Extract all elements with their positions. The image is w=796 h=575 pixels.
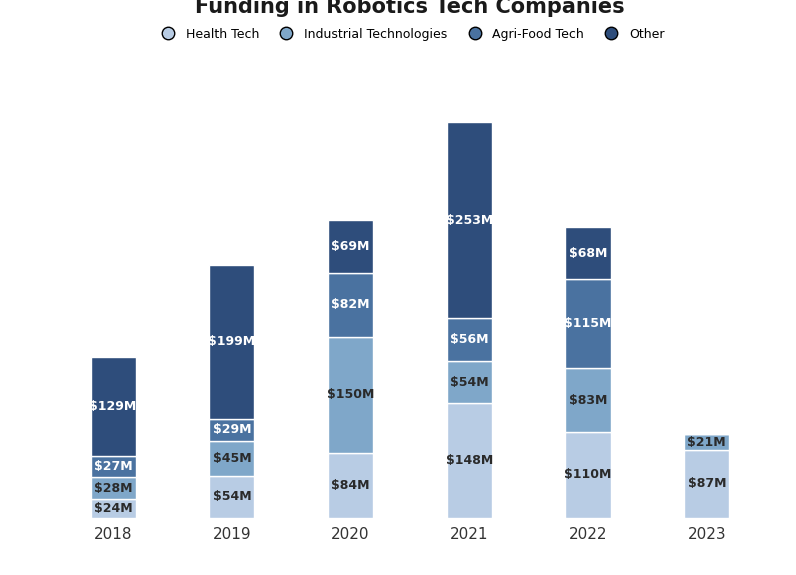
Bar (91, 457, 135, 477)
Text: $129M: $129M (89, 400, 137, 413)
Bar (209, 419, 255, 441)
Bar (209, 264, 255, 419)
Text: $68M: $68M (569, 247, 607, 259)
Bar (91, 499, 135, 518)
Text: $69M: $69M (331, 240, 370, 253)
Text: $21M: $21M (688, 436, 726, 449)
Bar (565, 432, 611, 518)
Text: $45M: $45M (213, 452, 251, 465)
Text: $82M: $82M (331, 298, 370, 311)
Text: $150M: $150M (327, 388, 374, 401)
Text: $253M: $253M (446, 214, 493, 227)
Text: $87M: $87M (688, 477, 726, 490)
Bar (685, 434, 729, 450)
Bar (565, 368, 611, 432)
Bar (447, 122, 492, 318)
Bar (328, 336, 373, 453)
Bar (447, 403, 492, 518)
Bar (565, 279, 611, 368)
Bar (328, 220, 373, 273)
Bar (328, 453, 373, 518)
Bar (565, 227, 611, 279)
Bar (91, 356, 135, 457)
Text: $199M: $199M (209, 335, 256, 348)
Bar (209, 441, 255, 476)
Title: Funding in Robotics Tech Companies: Funding in Robotics Tech Companies (195, 0, 625, 17)
Text: $54M: $54M (450, 375, 489, 389)
Bar (328, 273, 373, 336)
Text: $24M: $24M (94, 502, 132, 515)
Text: $110M: $110M (564, 469, 612, 481)
Text: $148M: $148M (446, 454, 493, 467)
Text: $56M: $56M (450, 333, 489, 346)
Bar (447, 318, 492, 361)
Text: $83M: $83M (569, 394, 607, 407)
Bar (209, 476, 255, 518)
Text: $115M: $115M (564, 317, 612, 330)
Text: $27M: $27M (94, 461, 132, 473)
Text: $28M: $28M (94, 482, 132, 494)
Text: $84M: $84M (331, 478, 370, 492)
Text: $54M: $54M (213, 490, 251, 503)
Bar (685, 450, 729, 518)
Bar (447, 361, 492, 403)
Text: $29M: $29M (213, 423, 251, 436)
Legend: Health Tech, Industrial Technologies, Agri-Food Tech, Other: Health Tech, Industrial Technologies, Ag… (150, 21, 670, 47)
Bar (91, 477, 135, 499)
